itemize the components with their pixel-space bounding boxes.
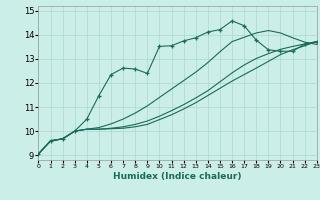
- X-axis label: Humidex (Indice chaleur): Humidex (Indice chaleur): [113, 172, 242, 181]
